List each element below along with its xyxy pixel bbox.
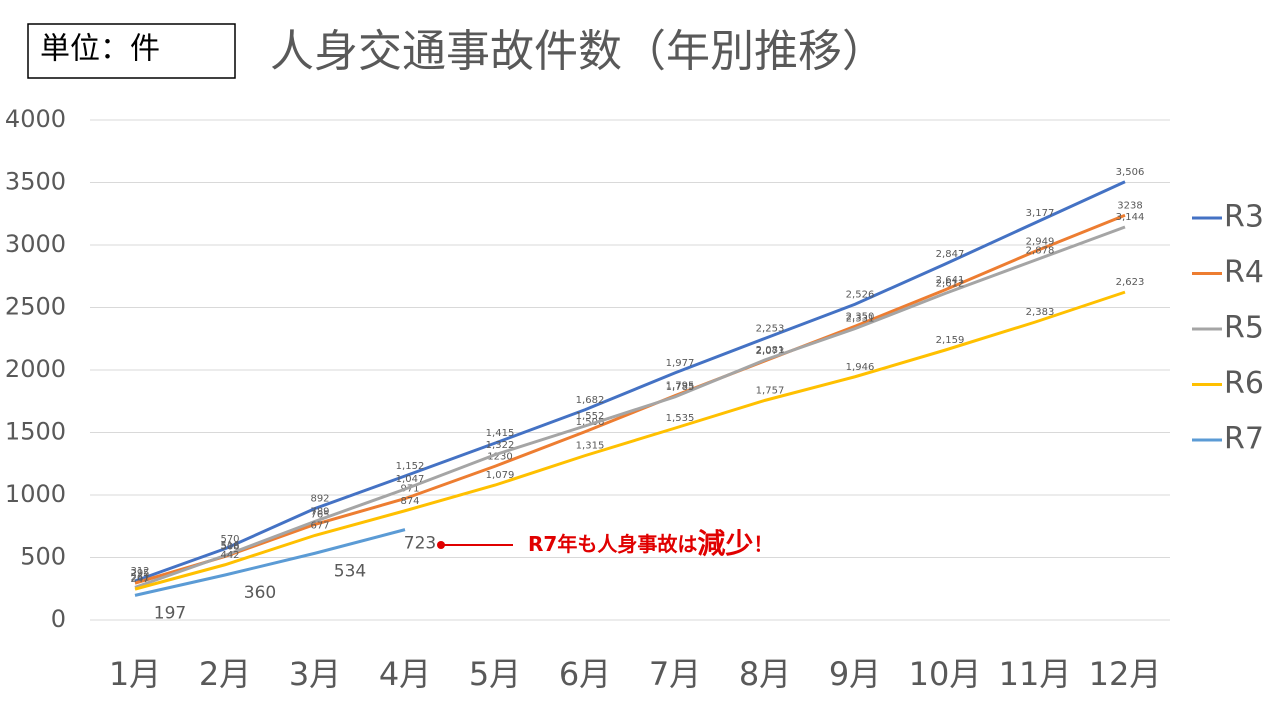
data-label: 3,177 <box>1026 208 1055 219</box>
data-label: 295 <box>130 568 149 579</box>
data-label: 1,047 <box>396 474 425 485</box>
y-tick-label: 0 <box>51 605 66 633</box>
legend-label: R5 <box>1224 311 1264 346</box>
x-tick-label: 4月 <box>379 655 431 693</box>
data-label: 534 <box>334 561 366 581</box>
x-tick-label: 10月 <box>909 655 982 693</box>
data-label: 442 <box>220 550 239 561</box>
data-label: 677 <box>310 520 329 531</box>
y-tick-label: 1500 <box>5 418 66 446</box>
data-label: 1,946 <box>846 362 875 373</box>
x-tick-label: 1月 <box>109 655 161 693</box>
annotation: R7年も人身事故は減少！ <box>528 527 773 560</box>
data-label: 261 <box>130 572 149 583</box>
data-label: 3,144 <box>1116 212 1145 223</box>
data-label: 723 <box>404 534 436 554</box>
series-line <box>134 225 1126 589</box>
data-label: 1,785 <box>666 382 695 393</box>
data-label: 2,623 <box>1116 277 1145 288</box>
data-label: 1,535 <box>666 413 695 424</box>
series-line <box>134 213 1126 585</box>
data-label: 1,795 <box>666 381 695 392</box>
x-tick-label: 6月 <box>559 655 611 693</box>
annotation-end: ！ <box>753 532 773 556</box>
data-label: 2,878 <box>1026 245 1055 256</box>
unit-box <box>27 23 236 79</box>
series-line <box>134 528 406 597</box>
legend-label: R7 <box>1224 422 1264 457</box>
data-label: 1,079 <box>486 470 515 481</box>
data-label: 1,757 <box>756 385 785 396</box>
data-label: 1,415 <box>486 428 515 439</box>
data-label: 789 <box>310 506 329 517</box>
x-tick-label: 9月 <box>829 655 881 693</box>
chart-title: 人身交通事故件数（年別推移） <box>270 26 886 77</box>
data-label: 570 <box>220 534 239 545</box>
x-tick-label: 2月 <box>199 655 251 693</box>
y-tick-label: 3500 <box>5 168 66 196</box>
x-tick-label: 7月 <box>649 655 701 693</box>
data-label: 2,641 <box>936 275 965 286</box>
data-label: 892 <box>310 494 329 505</box>
y-tick-label: 2000 <box>5 355 66 383</box>
annotation-emphasis: 減少 <box>697 527 753 560</box>
data-label: 1230 <box>487 451 512 462</box>
data-label: 1,682 <box>576 395 605 406</box>
y-tick-label: 500 <box>20 543 66 571</box>
data-label: 2,159 <box>936 335 965 346</box>
data-label: 2,331 <box>846 314 875 325</box>
legend-label: R3 <box>1224 200 1264 235</box>
data-label: 2,612 <box>936 279 965 290</box>
data-label: 1,322 <box>486 440 515 451</box>
x-tick-label: 11月 <box>999 655 1072 693</box>
series-line <box>134 180 1126 583</box>
data-label: 971 <box>400 484 419 495</box>
x-tick-label: 8月 <box>739 655 791 693</box>
legend-label: R6 <box>1224 366 1264 401</box>
data-label: 1,977 <box>666 358 695 369</box>
annotation-text: R7年も人身事故は <box>528 532 697 556</box>
data-label: 2,350 <box>846 311 875 322</box>
data-label: 765 <box>310 509 329 520</box>
data-label: 2,847 <box>936 249 965 260</box>
data-label: 2,383 <box>1026 307 1055 318</box>
data-label: 3,506 <box>1116 167 1145 178</box>
data-label: 2,253 <box>756 323 785 334</box>
data-label: 2,526 <box>846 289 875 300</box>
legend-label: R4 <box>1224 255 1264 290</box>
unit-label: 単位：件 <box>40 32 160 67</box>
data-label: 360 <box>244 583 276 603</box>
y-tick-label: 2500 <box>5 293 66 321</box>
data-label: 1,152 <box>396 461 425 472</box>
data-label: 1,552 <box>576 411 605 422</box>
data-label: 874 <box>400 496 419 507</box>
data-label: 247 <box>130 574 149 585</box>
y-tick-label: 1000 <box>5 480 66 508</box>
x-tick-label: 12月 <box>1089 655 1162 693</box>
data-label: 1,506 <box>576 417 605 428</box>
data-label: 3238 <box>1117 200 1142 211</box>
data-label: 2,073 <box>756 346 785 357</box>
data-label: 2,081 <box>756 345 785 356</box>
data-label: 197 <box>154 603 186 623</box>
data-label: 1,315 <box>576 441 605 452</box>
x-tick-label: 5月 <box>469 655 521 693</box>
y-tick-label: 3000 <box>5 230 66 258</box>
data-label: 508 <box>220 542 239 553</box>
data-label: 516 <box>220 541 239 552</box>
data-label: 2,949 <box>1026 236 1055 247</box>
x-tick-label: 3月 <box>289 655 341 693</box>
series-line <box>134 290 1126 591</box>
data-label: 312 <box>130 566 149 577</box>
y-tick-label: 4000 <box>5 105 66 133</box>
